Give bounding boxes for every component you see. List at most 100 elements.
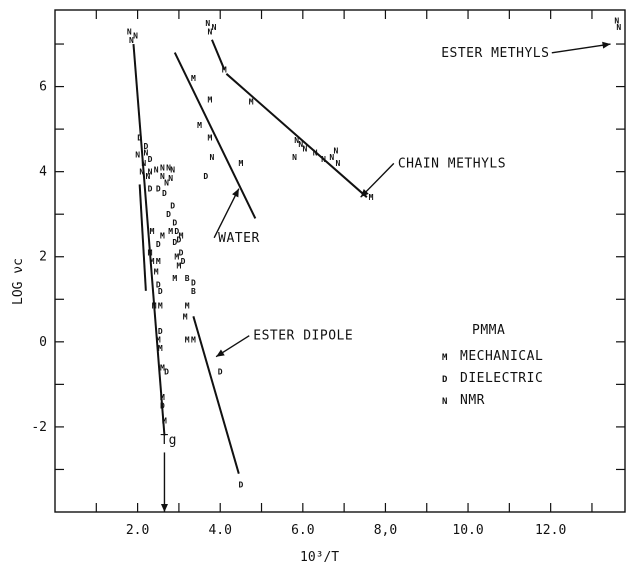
x-tick-label: 2.0 — [126, 523, 149, 538]
legend-label-nmr: NMR — [460, 393, 485, 408]
data-point: D — [172, 238, 177, 247]
data-point: N — [160, 172, 165, 181]
data-point: D — [137, 134, 142, 143]
data-point: M — [369, 193, 374, 202]
data-point: M — [168, 227, 173, 236]
x-tick-label: 8,0 — [374, 523, 397, 538]
data-point: D — [143, 142, 148, 151]
data-point: M — [160, 231, 165, 240]
x-axis: 2.0 4.0 6.0 8,0 10.0 12.0 — [95, 10, 593, 538]
data-point: N — [333, 146, 338, 155]
y-tick-label: 4 — [39, 165, 47, 180]
annotations: ESTER METHYLS CHAIN METHYLS WATER ESTER DIP… — [160, 41, 611, 512]
data-point: N — [212, 23, 217, 32]
data-point: D — [218, 368, 223, 377]
data-point: D — [181, 257, 186, 266]
data-point: D — [238, 480, 243, 489]
data-point: N — [321, 155, 326, 164]
x-tick-label: 10.0 — [452, 523, 483, 538]
data-point: M — [160, 393, 165, 402]
arrow-head — [360, 189, 369, 198]
data-point: N — [168, 174, 173, 183]
arrow-head — [232, 188, 239, 198]
y-tick-label: 0 — [39, 335, 47, 350]
data-point: N — [210, 153, 215, 162]
y-tick-label: 6 — [39, 80, 47, 95]
data-point: M — [249, 97, 254, 106]
trend-line — [132, 43, 166, 436]
data-point: N — [146, 172, 151, 181]
arrow-head — [216, 349, 225, 357]
x-tick-label: 4.0 — [208, 523, 231, 538]
annotation-label: CHAIN METHYLS — [398, 156, 506, 171]
data-point: N — [133, 32, 138, 41]
data-point: M — [207, 95, 212, 104]
trend-line — [138, 184, 147, 291]
annotation-label: ESTER DIPOLE — [253, 329, 353, 344]
data-point: N — [154, 166, 159, 175]
data-point: D — [162, 189, 167, 198]
annotation-label: ESTER METHYLS — [441, 46, 549, 61]
annotation-arrow — [551, 43, 611, 54]
data-point: N — [170, 166, 175, 175]
data-point: D — [158, 327, 163, 336]
data-point: B — [191, 287, 196, 296]
data-point: D — [156, 240, 161, 249]
data-point: D — [203, 172, 208, 181]
data-point: N — [164, 178, 169, 187]
trend-line — [211, 39, 226, 70]
data-point: M — [160, 363, 165, 372]
data-point: D — [160, 402, 165, 411]
data-point: M — [150, 257, 155, 266]
data-point: M — [150, 227, 155, 236]
data-point: M — [191, 336, 196, 345]
y-axis-title: LOG νc — [11, 258, 26, 305]
data-point: M — [152, 302, 157, 311]
data-point: D — [172, 219, 177, 228]
data-point: M — [185, 302, 190, 311]
data-point: M — [158, 344, 163, 353]
trend-line — [192, 316, 240, 474]
data-point: D — [176, 236, 181, 245]
data-point: N — [329, 153, 334, 162]
y-tick-label: 2 — [39, 250, 47, 265]
data-point: N — [616, 23, 621, 32]
data-point: N — [292, 153, 297, 162]
trend-line — [225, 73, 368, 198]
data-point: M — [238, 159, 243, 168]
data-point: N — [139, 168, 144, 177]
legend-label-dielectric: DIELECTRIC — [460, 371, 543, 386]
data-point: N — [166, 163, 171, 172]
y-tick-label: -2 — [31, 420, 47, 435]
data-point: M — [148, 248, 153, 257]
data-point: M — [176, 261, 181, 270]
data-point: M — [172, 274, 177, 283]
data-point: N — [129, 36, 134, 45]
data-point: N — [135, 151, 140, 160]
data-point: N — [313, 149, 318, 158]
data-point: D — [148, 155, 153, 164]
data-point: M — [207, 134, 212, 143]
data-point: D — [170, 202, 175, 211]
data-point: D — [191, 278, 196, 287]
data-point: M — [197, 121, 202, 130]
data-point: N — [141, 159, 146, 168]
legend: PMMA M MECHANICAL D DIELECTRIC N NMR — [442, 323, 543, 408]
data-point: M — [183, 312, 188, 321]
data-point: N — [207, 27, 212, 36]
data-point: N — [160, 163, 165, 172]
data-point: M — [185, 336, 190, 345]
annotation-label: Tg — [160, 433, 177, 448]
annotation-arrow — [213, 188, 240, 239]
data-point: D — [156, 185, 161, 194]
data-point: N — [205, 19, 210, 28]
data-point: N — [148, 168, 153, 177]
legend-marker-mechanical: M — [442, 353, 448, 363]
x-axis-title: 10³/T — [300, 550, 339, 565]
arrow-head — [602, 41, 611, 49]
plot-border — [54, 9, 626, 513]
legend-marker-nmr: N — [442, 397, 448, 407]
plot-frame — [54, 9, 626, 513]
data-point: N — [614, 17, 619, 26]
